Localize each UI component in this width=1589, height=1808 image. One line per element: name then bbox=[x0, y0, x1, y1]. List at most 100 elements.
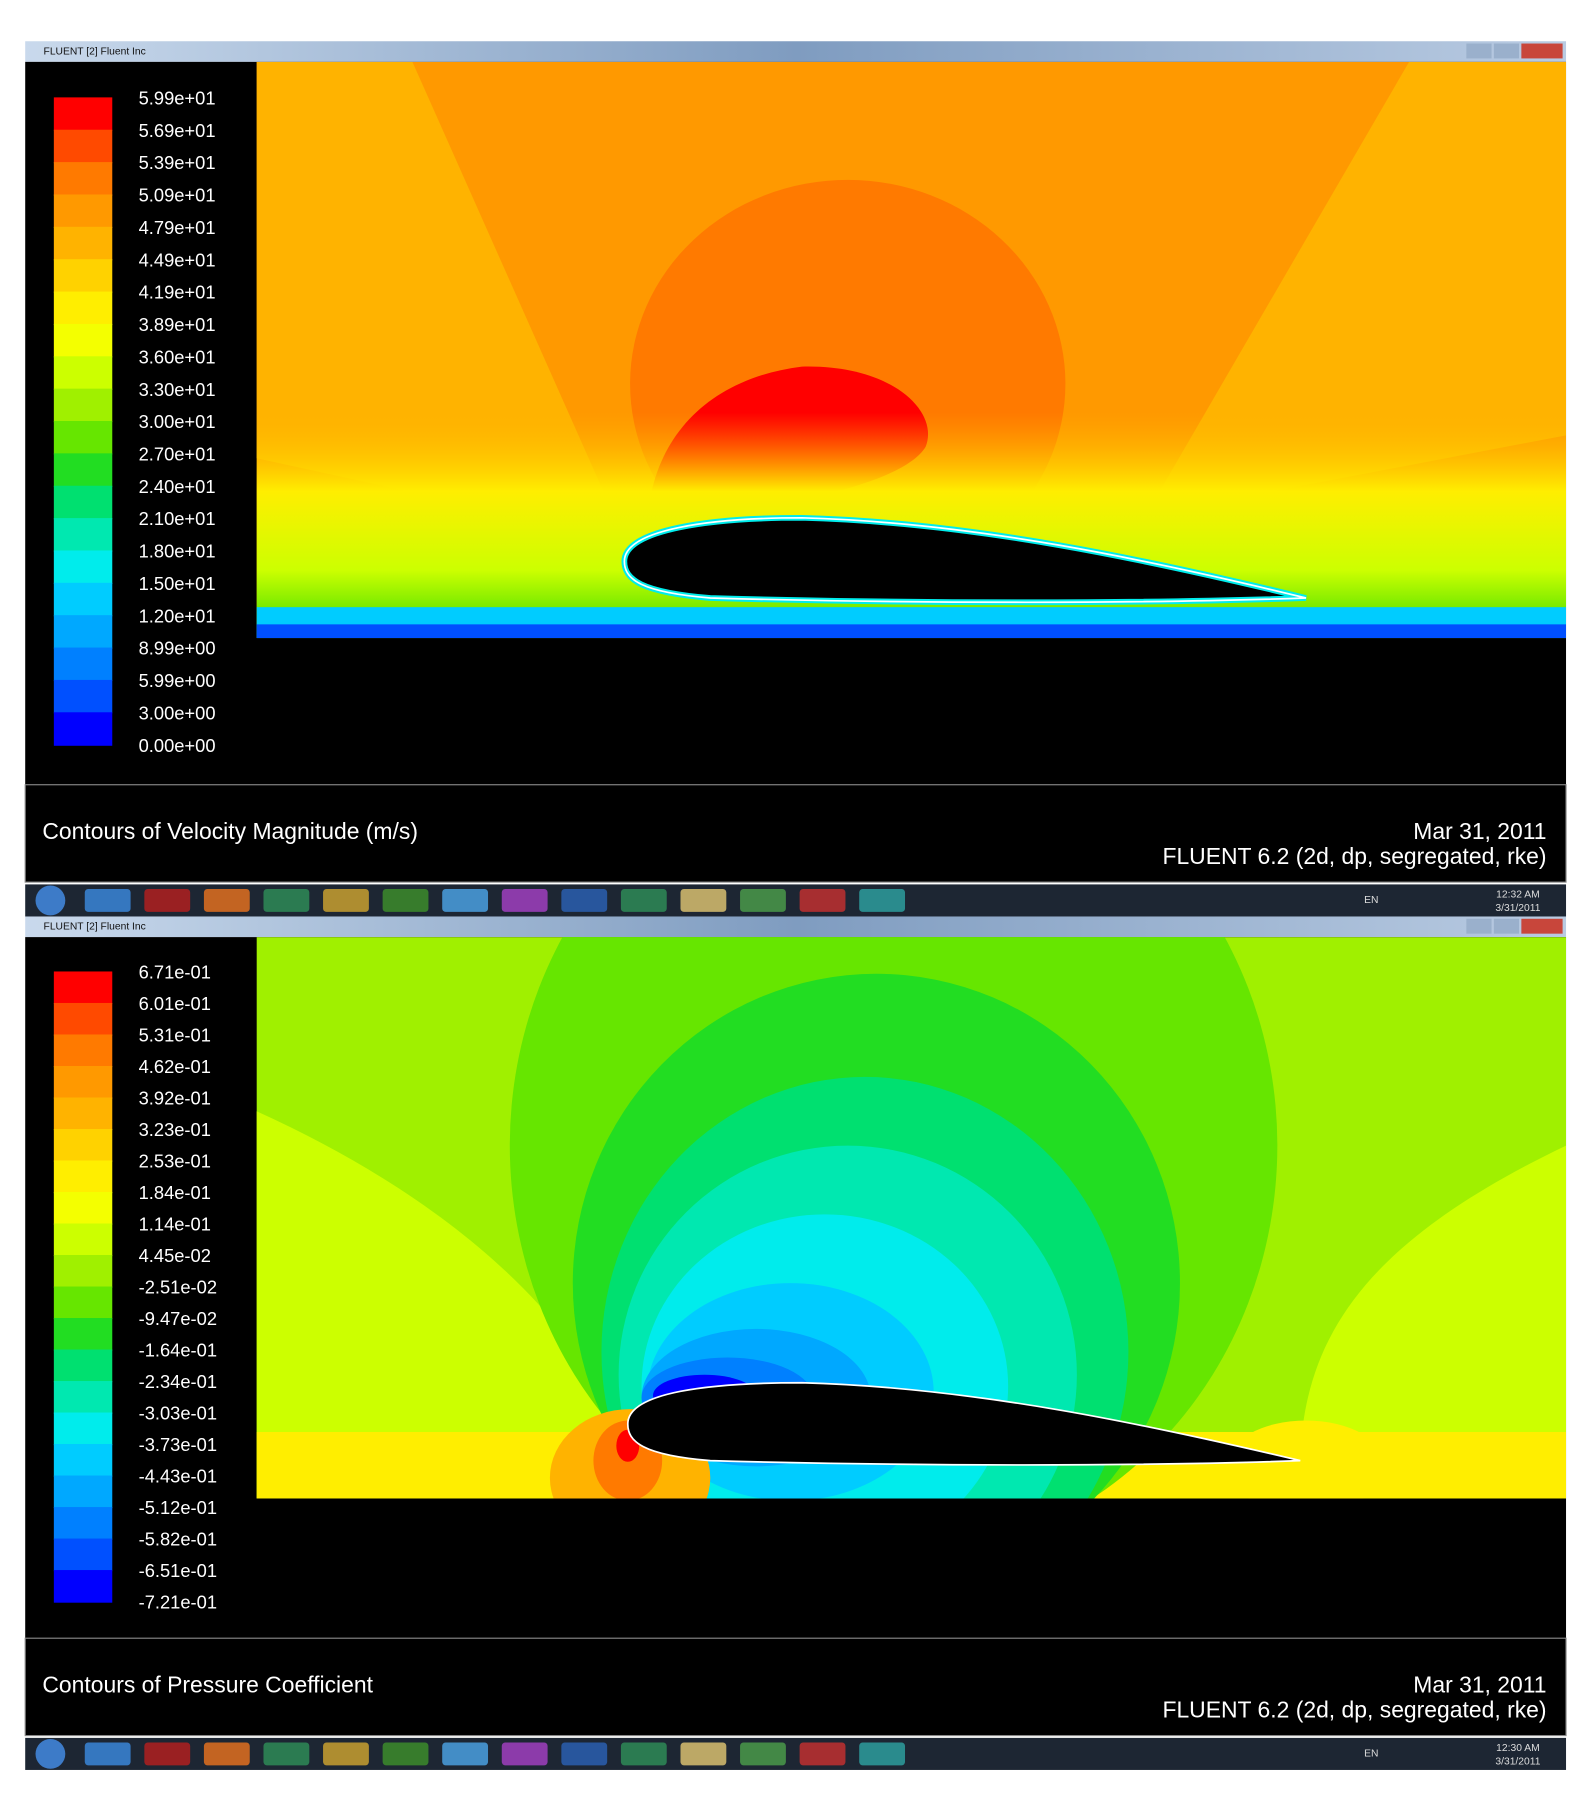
taskbar-app[interactable] bbox=[382, 1742, 429, 1766]
legend-swatch bbox=[53, 129, 113, 164]
taskbar-app[interactable] bbox=[144, 888, 191, 912]
legend-label: 1.50e+01 bbox=[139, 573, 216, 594]
taskbar-app[interactable] bbox=[442, 1742, 489, 1766]
taskbar-date: 3/31/2011 bbox=[1495, 903, 1540, 914]
legend-label: 5.09e+01 bbox=[139, 185, 216, 206]
legend-label: 0.00e+00 bbox=[139, 735, 216, 756]
legend-label: 1.20e+01 bbox=[139, 605, 216, 626]
legend-label: 4.45e-02 bbox=[139, 1245, 211, 1266]
taskbar-app[interactable] bbox=[263, 1742, 310, 1766]
taskbar-app[interactable] bbox=[382, 888, 429, 912]
legend-label: 3.00e+01 bbox=[139, 411, 216, 432]
legend-swatch bbox=[53, 712, 113, 746]
minimize-button[interactable] bbox=[1466, 43, 1492, 59]
legend-label: -2.51e-02 bbox=[139, 1277, 217, 1298]
taskbar-app[interactable] bbox=[203, 888, 250, 912]
legend-label: 5.39e+01 bbox=[139, 152, 216, 173]
legend-swatch bbox=[53, 1002, 113, 1036]
taskbar-app[interactable] bbox=[501, 888, 548, 912]
start-button[interactable] bbox=[35, 1739, 66, 1769]
taskbar-app[interactable] bbox=[799, 888, 846, 912]
legend-swatch bbox=[53, 1444, 113, 1477]
taskbar-app[interactable] bbox=[740, 888, 786, 912]
legend-swatch bbox=[53, 97, 113, 131]
taskbar-app[interactable] bbox=[323, 888, 369, 912]
legend-swatch bbox=[53, 388, 113, 423]
legend-label: 6.01e-01 bbox=[139, 993, 211, 1014]
taskbar-app[interactable] bbox=[680, 1742, 727, 1766]
minimize-button[interactable] bbox=[1466, 918, 1492, 934]
legend-label: -5.12e-01 bbox=[139, 1497, 217, 1518]
legend-label: -3.03e-01 bbox=[139, 1403, 217, 1424]
velocity-field bbox=[256, 61, 1567, 639]
taskbar-app[interactable] bbox=[323, 1742, 369, 1766]
taskbar-app[interactable] bbox=[263, 888, 310, 912]
close-button[interactable] bbox=[1521, 918, 1563, 934]
taskbar-time: 12:30 AM bbox=[1496, 1743, 1540, 1754]
legend-swatch bbox=[53, 485, 113, 520]
legend-swatch bbox=[53, 1507, 113, 1540]
caption-area bbox=[24, 1637, 1567, 1737]
content: FLUENT [2] Fluent Inc FLUENT [2] Fluent I… bbox=[24, 41, 1567, 1770]
close-button[interactable] bbox=[1521, 43, 1563, 59]
taskbar-app[interactable] bbox=[144, 1742, 191, 1766]
taskbar-app[interactable] bbox=[84, 888, 131, 912]
legend-label: 5.31e-01 bbox=[139, 1025, 211, 1046]
maximize-button[interactable] bbox=[1493, 43, 1520, 59]
legend-swatch bbox=[53, 194, 113, 228]
legend-swatch bbox=[53, 1097, 113, 1131]
legend-label: 1.84e-01 bbox=[139, 1182, 211, 1203]
legend-swatch bbox=[53, 162, 113, 196]
taskbar-app[interactable] bbox=[620, 1742, 667, 1766]
legend-label: -3.73e-01 bbox=[139, 1434, 217, 1455]
taskbar-app[interactable] bbox=[859, 1742, 906, 1766]
legend-swatch bbox=[53, 1412, 113, 1446]
legend-label: 4.62e-01 bbox=[139, 1056, 211, 1077]
legend-label: 1.80e+01 bbox=[139, 541, 216, 562]
legend-label: 3.23e-01 bbox=[139, 1119, 211, 1140]
taskbar-app[interactable] bbox=[799, 1742, 846, 1766]
legend-swatch bbox=[53, 1065, 113, 1099]
window-title: FLUENT [2] Fluent Inc bbox=[44, 922, 146, 933]
legend-label: -6.51e-01 bbox=[139, 1560, 217, 1581]
version: FLUENT 6.2 (2d, dp, segregated, rke) bbox=[1162, 843, 1546, 869]
taskbar-app[interactable] bbox=[680, 888, 727, 912]
legend-swatch bbox=[53, 259, 113, 293]
legend-label: 2.10e+01 bbox=[139, 508, 216, 529]
legend-label: 4.49e+01 bbox=[139, 249, 216, 270]
legend-label: 1.14e-01 bbox=[139, 1214, 211, 1235]
legend-label: -5.82e-01 bbox=[139, 1529, 217, 1550]
pressure-field bbox=[256, 937, 1567, 1499]
taskbar-app[interactable] bbox=[620, 888, 667, 912]
taskbar-date: 3/31/2011 bbox=[1495, 1757, 1540, 1768]
taskbar-app[interactable] bbox=[203, 1742, 250, 1766]
start-button[interactable] bbox=[35, 885, 66, 916]
taskbar-app[interactable] bbox=[501, 1742, 548, 1766]
legend-label: 5.99e+01 bbox=[139, 88, 216, 109]
legend-label: 4.79e+01 bbox=[139, 217, 216, 238]
legend-swatch bbox=[53, 226, 113, 261]
taskbar-app[interactable] bbox=[561, 888, 608, 912]
legend-label: 4.19e+01 bbox=[139, 282, 216, 303]
caption: Contours of Velocity Magnitude (m/s) bbox=[42, 818, 418, 844]
legend-swatch bbox=[53, 1475, 113, 1509]
legend-swatch bbox=[53, 1318, 113, 1351]
taskbar-app[interactable] bbox=[859, 888, 906, 912]
taskbar-time: 12:32 AM bbox=[1496, 889, 1540, 900]
date: Mar 31, 2011 bbox=[1413, 818, 1546, 844]
taskbar-app[interactable] bbox=[84, 1742, 131, 1766]
taskbar bbox=[25, 1737, 1567, 1770]
legend-swatch bbox=[53, 1286, 113, 1320]
taskbar-app[interactable] bbox=[561, 1742, 608, 1766]
taskbar-app[interactable] bbox=[740, 1742, 786, 1766]
legend-label: 3.00e+00 bbox=[139, 702, 216, 723]
legend-label: -1.64e-01 bbox=[139, 1340, 217, 1361]
legend-swatch bbox=[53, 291, 113, 326]
taskbar-language: EN bbox=[1364, 1749, 1378, 1760]
date: Mar 31, 2011 bbox=[1413, 1671, 1546, 1697]
title-bar bbox=[25, 916, 1567, 938]
legend-swatch bbox=[53, 1223, 113, 1257]
maximize-button[interactable] bbox=[1493, 918, 1520, 934]
taskbar-app[interactable] bbox=[442, 888, 489, 912]
